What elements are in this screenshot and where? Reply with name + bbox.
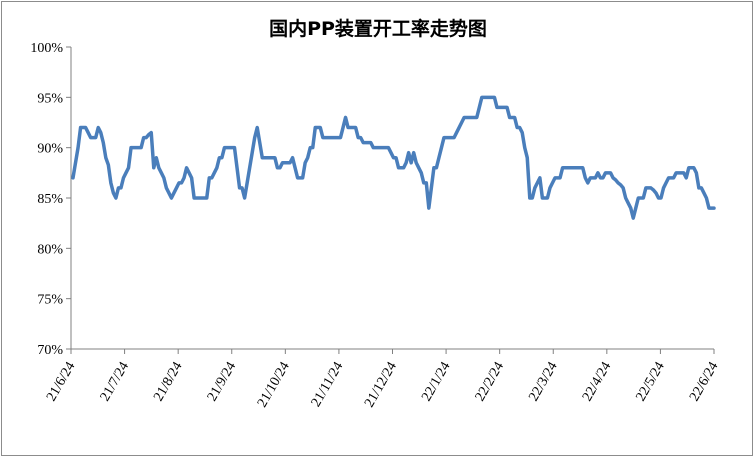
x-tick-label: 22/4/24 — [580, 360, 614, 405]
y-tick-label: 95% — [37, 91, 63, 106]
x-tick-label: 22/3/24 — [526, 360, 560, 405]
x-tick-label: 22/2/24 — [473, 359, 507, 404]
x-tick-label: 22/5/24 — [633, 360, 667, 405]
x-tick-label: 21/7/24 — [98, 360, 132, 405]
x-tick-label: 22/1/24 — [419, 360, 453, 405]
series-line — [71, 95, 716, 220]
y-tick-label: 90% — [37, 142, 63, 157]
x-tick-label: 21/12/24 — [362, 360, 400, 411]
y-tick-label: 70% — [37, 343, 63, 358]
y-tick-label: 85% — [37, 192, 63, 207]
y-tick-label: 75% — [37, 293, 63, 308]
x-tick-label: 21/6/24 — [44, 360, 78, 405]
x-tick-label: 21/9/24 — [205, 360, 239, 405]
x-tick-label: 21/10/24 — [255, 360, 293, 411]
x-tick-label: 21/11/24 — [309, 360, 347, 410]
x-tick-label: 21/8/24 — [151, 360, 185, 405]
y-tick-label: 80% — [37, 242, 63, 257]
chart-title: 国内PP装置开工率走势图 — [269, 18, 487, 40]
y-tick-label: 100% — [30, 41, 63, 56]
x-tick-label: 22/6/24 — [687, 360, 721, 405]
